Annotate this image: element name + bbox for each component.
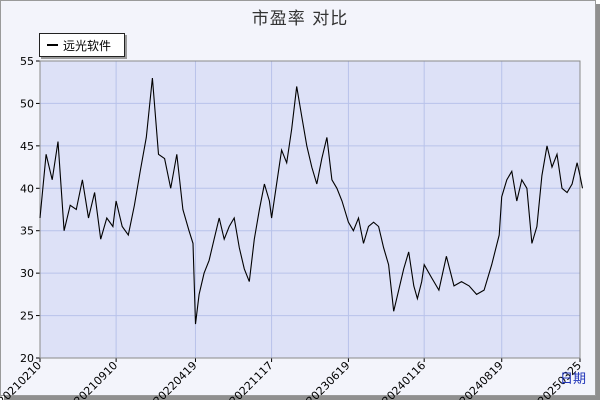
legend-swatch	[47, 44, 58, 46]
x-tick-label: 20210910	[71, 359, 120, 400]
legend-label: 远光软件	[63, 39, 112, 53]
x-tick-label: 20210210	[0, 359, 44, 400]
x-axis-label: 日期	[559, 372, 586, 387]
y-tick-label: 30	[20, 267, 34, 280]
y-tick-label: 50	[20, 97, 34, 110]
y-tick-label: 40	[20, 182, 34, 195]
y-tick-label: 45	[20, 140, 34, 153]
x-tick-label: 20221117	[227, 359, 276, 400]
x-tick-label: 20220419	[151, 359, 200, 400]
x-tick-label: 20230619	[304, 359, 353, 400]
x-tick-label: 20240116	[380, 359, 429, 400]
y-tick-label: 55	[20, 55, 34, 68]
series-line-yuanguang	[39, 77, 584, 325]
x-tick-label: 20240819	[457, 359, 506, 400]
y-tick-label: 25	[20, 310, 34, 323]
plot-border	[39, 60, 581, 359]
chart-title: 市盈率 对比	[251, 9, 349, 29]
y-tick-label: 20	[20, 352, 34, 365]
y-tick-label: 35	[20, 225, 34, 238]
legend: 远光软件	[39, 33, 125, 57]
plot-area	[40, 61, 580, 358]
